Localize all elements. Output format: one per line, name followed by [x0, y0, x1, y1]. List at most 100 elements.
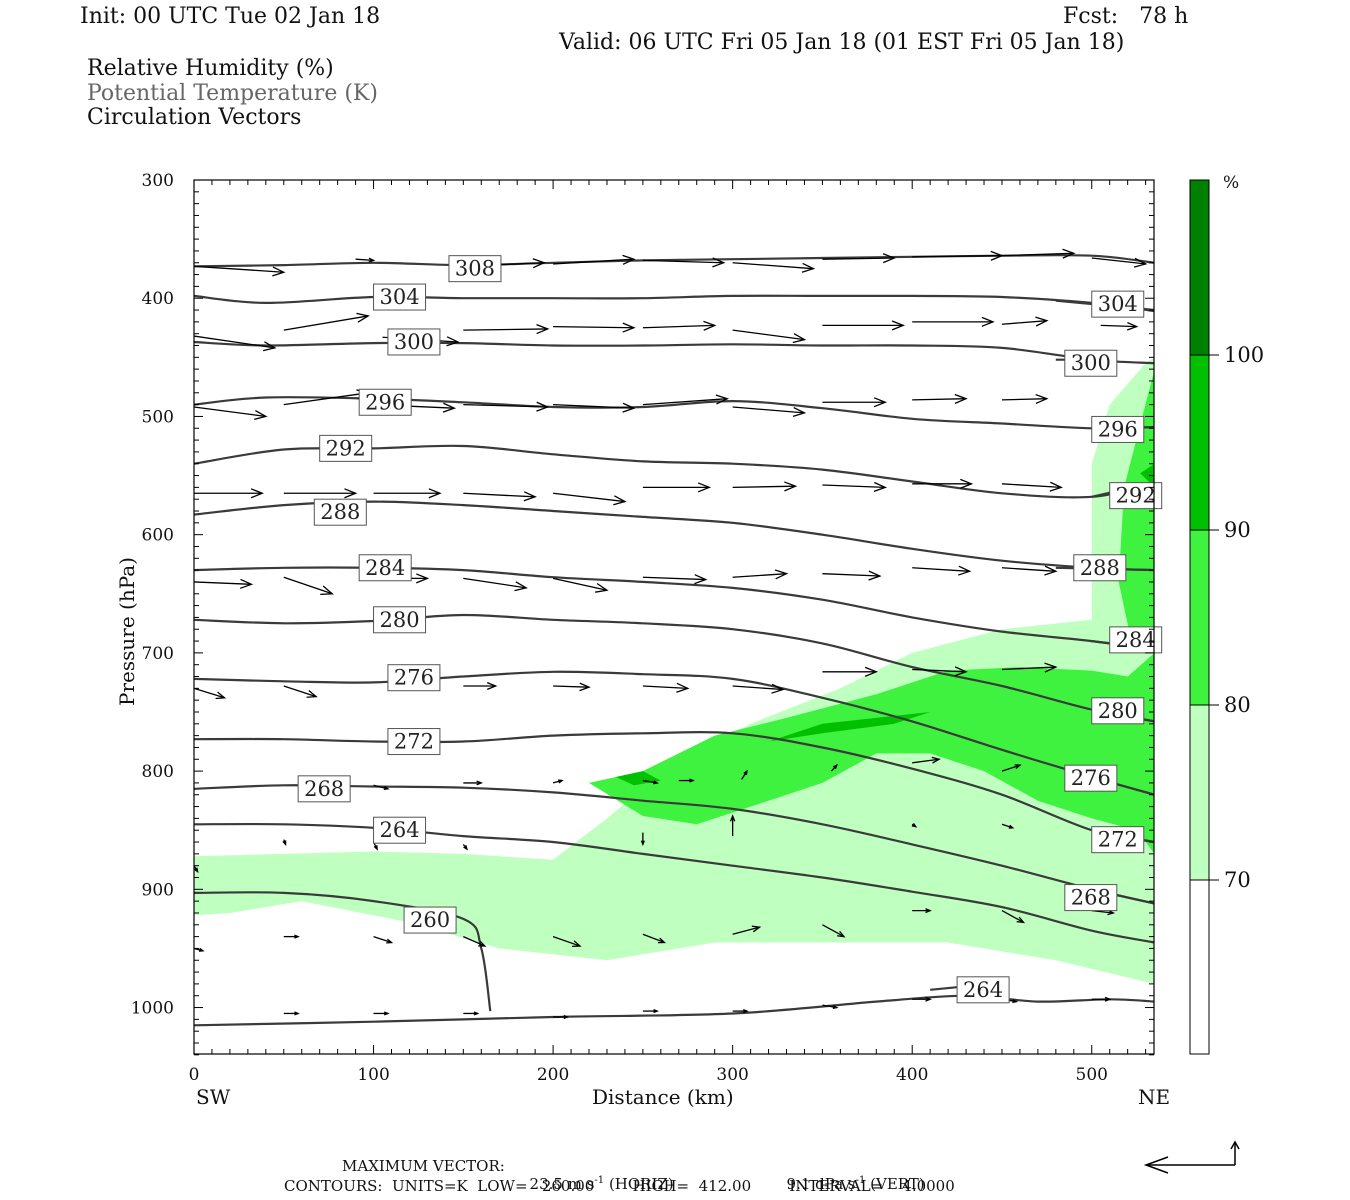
circulation-vector: [822, 320, 905, 331]
circulation-vector: [553, 1014, 570, 1020]
vector-head: [1104, 996, 1112, 1002]
vector-shaft: [642, 576, 706, 581]
vector-head: [1044, 662, 1058, 673]
horiz-unit: (HORIZ): [608, 1175, 674, 1193]
contour-label-box: [358, 388, 412, 416]
vector-head: [703, 320, 717, 331]
vector-head: [653, 780, 659, 785]
vector-head: [792, 333, 807, 344]
circulation-vector: [912, 666, 968, 677]
vector-head: [712, 257, 726, 268]
vector-head: [416, 573, 430, 584]
vector-head: [595, 582, 609, 593]
vector-head: [868, 570, 882, 581]
vector-shaft: [194, 581, 252, 585]
vector-head: [882, 253, 896, 264]
circulation-vector: [912, 393, 968, 404]
circulation-vector: [194, 687, 227, 700]
circulation-vector: [463, 682, 498, 690]
theta-contour-272-17: [194, 731, 1154, 844]
init-time: Init: 00 UTC Tue 02 Jan 18: [80, 4, 381, 29]
y-tick-label-1000: 1000: [131, 999, 174, 1019]
circulation-vector: [912, 756, 941, 764]
rh-region-90-3: [768, 712, 931, 742]
colorbar-band-3: [1189, 354, 1210, 531]
vector-head: [1008, 824, 1015, 829]
contour-label-text: 284: [1116, 628, 1156, 652]
circulation-vector: [194, 578, 254, 589]
vector-shaft: [912, 398, 967, 401]
contour-label-box: [1064, 764, 1118, 792]
vector-shaft: [373, 935, 392, 944]
y-tick-labels: 300 400 500 600 700 800 900 1000: [131, 171, 174, 1019]
vector-shaft: [1001, 910, 1024, 923]
circulation-vector: [732, 1008, 749, 1014]
circulation-vector: [741, 769, 748, 780]
circulation-vector: [1001, 662, 1058, 673]
vector-shaft: [642, 398, 728, 406]
vector-head: [1014, 764, 1022, 770]
vector-shaft: [732, 926, 760, 935]
max-vector-label: MAXIMUM VECTOR:: [342, 1157, 505, 1175]
vector-shaft: [642, 779, 658, 784]
vector-head: [532, 258, 546, 269]
circulation-vector: [822, 481, 888, 493]
circulation-vector: [1001, 823, 1015, 829]
contour-label-text: 268: [304, 777, 344, 801]
vector-head: [931, 756, 941, 764]
contour-label-box: [373, 606, 427, 634]
vector-shaft: [463, 577, 527, 589]
circulation-vector: [552, 935, 582, 948]
colorbar-unit: %: [1223, 173, 1239, 193]
theta-contour-304-1: [194, 294, 1154, 313]
vector-shaft: [912, 668, 967, 673]
y-tick-label-300: 300: [142, 171, 174, 191]
circulation-vector: [642, 779, 659, 785]
vector-shaft: [553, 403, 634, 409]
vector-shaft: [552, 935, 581, 947]
circulation-vector: [732, 683, 785, 694]
vector-head: [536, 401, 550, 412]
vector-head: [476, 780, 484, 786]
vector-head: [774, 569, 789, 580]
circulation-vector: [678, 778, 695, 783]
circulation-vector: [373, 935, 394, 944]
circulation-vector: [912, 996, 932, 1002]
vector-head: [622, 254, 636, 265]
y-tick-label-700: 700: [142, 644, 174, 664]
contour-label-box: [1064, 884, 1118, 912]
vector-head: [478, 940, 487, 947]
vector-head: [743, 769, 748, 776]
vector-head: [194, 867, 199, 874]
circulation-vector: [1001, 565, 1058, 576]
vector-shaft: [822, 573, 880, 577]
vector-head: [1012, 998, 1019, 1004]
circulation-vector: [1091, 257, 1148, 268]
circulation-vector: [283, 685, 318, 698]
contour-label-288-10: 288: [1073, 554, 1127, 582]
vector-head: [613, 495, 627, 506]
contour-label-276-15: 276: [387, 664, 441, 692]
vector-head: [514, 581, 528, 592]
contour-label-280-14: 280: [1091, 697, 1145, 725]
contour-label-text: 304: [380, 285, 420, 309]
contour-label-text: 300: [394, 330, 434, 354]
circulation-vector: [283, 312, 370, 331]
vector-head: [306, 690, 318, 698]
circulation-vector: [355, 257, 376, 263]
circulation-vector: [373, 784, 390, 791]
vector-head: [1133, 257, 1148, 268]
vector-shaft: [463, 328, 548, 331]
rh-region-80-1: [589, 653, 1154, 854]
contour-label-box: [403, 906, 457, 934]
circulation-vector: [373, 1011, 390, 1016]
vert-unit: (VERT): [870, 1175, 925, 1193]
max-vector-horizontal: 23.5 m s-1 (HORIZ): [520, 1157, 674, 1193]
vector-shaft: [822, 924, 845, 938]
circulation-vector: [822, 924, 846, 938]
circulation-vector: [1091, 996, 1112, 1002]
contour-label-box: [387, 664, 441, 692]
vector-head: [792, 406, 807, 418]
vector-head: [981, 316, 995, 327]
vector-head: [486, 682, 498, 690]
